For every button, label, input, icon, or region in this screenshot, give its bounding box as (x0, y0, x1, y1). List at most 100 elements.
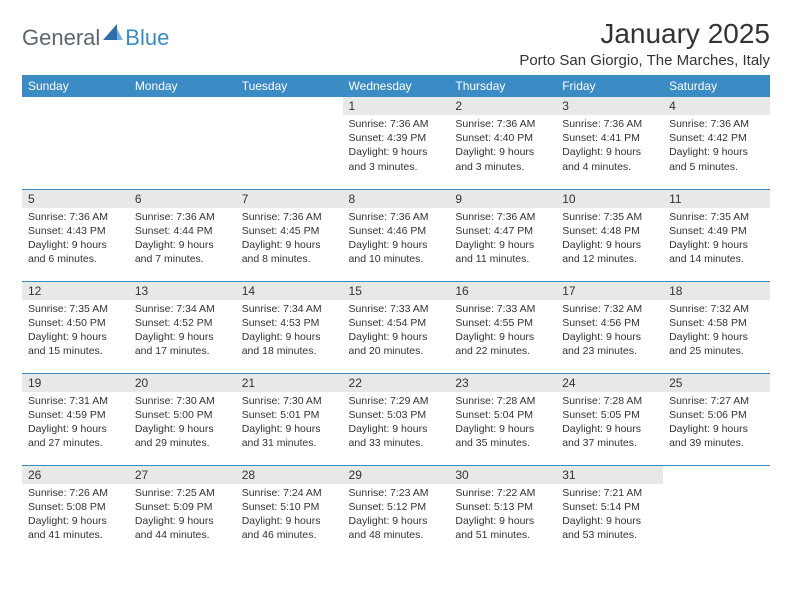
day-detail-line: Sunset: 4:59 PM (28, 408, 123, 422)
day-number: 26 (22, 466, 129, 484)
logo: General Blue (22, 24, 169, 52)
day-detail-line: Daylight: 9 hours (242, 238, 337, 252)
calendar-table: Sunday Monday Tuesday Wednesday Thursday… (22, 75, 770, 557)
calendar-day-cell: 9Sunrise: 7:36 AMSunset: 4:47 PMDaylight… (449, 189, 556, 281)
day-detail-line: Daylight: 9 hours (455, 514, 550, 528)
day-detail-line: Sunrise: 7:36 AM (28, 210, 123, 224)
weekday-header-row: Sunday Monday Tuesday Wednesday Thursday… (22, 75, 770, 97)
day-number: 30 (449, 466, 556, 484)
calendar-day-cell: 19Sunrise: 7:31 AMSunset: 4:59 PMDayligh… (22, 373, 129, 465)
day-detail-line: and 12 minutes. (562, 252, 657, 266)
day-detail-line: Daylight: 9 hours (669, 145, 764, 159)
day-detail-line: and 37 minutes. (562, 436, 657, 450)
day-detail-line: Daylight: 9 hours (669, 422, 764, 436)
day-details: Sunrise: 7:34 AMSunset: 4:52 PMDaylight:… (129, 300, 236, 363)
calendar-day-cell (236, 97, 343, 189)
day-details: Sunrise: 7:33 AMSunset: 4:54 PMDaylight:… (343, 300, 450, 363)
day-detail-line: Sunrise: 7:28 AM (455, 394, 550, 408)
day-details (236, 101, 343, 107)
day-detail-line: Sunrise: 7:34 AM (242, 302, 337, 316)
day-detail-line: Sunset: 4:49 PM (669, 224, 764, 238)
day-detail-line: Sunrise: 7:25 AM (135, 486, 230, 500)
day-detail-line: Sunset: 4:54 PM (349, 316, 444, 330)
day-detail-line: Sunrise: 7:35 AM (28, 302, 123, 316)
day-number: 14 (236, 282, 343, 300)
day-detail-line: Sunset: 4:58 PM (669, 316, 764, 330)
calendar-day-cell: 28Sunrise: 7:24 AMSunset: 5:10 PMDayligh… (236, 465, 343, 557)
day-detail-line: Sunrise: 7:29 AM (349, 394, 444, 408)
calendar-day-cell: 29Sunrise: 7:23 AMSunset: 5:12 PMDayligh… (343, 465, 450, 557)
calendar-day-cell: 17Sunrise: 7:32 AMSunset: 4:56 PMDayligh… (556, 281, 663, 373)
day-detail-line: and 46 minutes. (242, 528, 337, 542)
day-details: Sunrise: 7:30 AMSunset: 5:00 PMDaylight:… (129, 392, 236, 455)
day-detail-line: Daylight: 9 hours (242, 514, 337, 528)
day-number: 31 (556, 466, 663, 484)
day-detail-line: and 44 minutes. (135, 528, 230, 542)
day-detail-line: Sunset: 4:39 PM (349, 131, 444, 145)
day-details: Sunrise: 7:35 AMSunset: 4:50 PMDaylight:… (22, 300, 129, 363)
day-detail-line: Sunset: 5:13 PM (455, 500, 550, 514)
day-detail-line: Sunset: 4:45 PM (242, 224, 337, 238)
day-detail-line: Sunrise: 7:36 AM (455, 210, 550, 224)
day-number: 1 (343, 97, 450, 115)
location-label: Porto San Giorgio, The Marches, Italy (519, 52, 770, 69)
day-detail-line: Sunset: 5:03 PM (349, 408, 444, 422)
day-detail-line: Daylight: 9 hours (242, 422, 337, 436)
day-detail-line: and 18 minutes. (242, 344, 337, 358)
calendar-week-row: 12Sunrise: 7:35 AMSunset: 4:50 PMDayligh… (22, 281, 770, 373)
day-number: 18 (663, 282, 770, 300)
day-detail-line: and 33 minutes. (349, 436, 444, 450)
day-detail-line: Sunset: 5:04 PM (455, 408, 550, 422)
calendar-day-cell: 22Sunrise: 7:29 AMSunset: 5:03 PMDayligh… (343, 373, 450, 465)
day-detail-line: and 14 minutes. (669, 252, 764, 266)
calendar-day-cell: 21Sunrise: 7:30 AMSunset: 5:01 PMDayligh… (236, 373, 343, 465)
day-details: Sunrise: 7:31 AMSunset: 4:59 PMDaylight:… (22, 392, 129, 455)
day-detail-line: Daylight: 9 hours (349, 330, 444, 344)
calendar-day-cell: 15Sunrise: 7:33 AMSunset: 4:54 PMDayligh… (343, 281, 450, 373)
day-detail-line: Sunset: 4:42 PM (669, 131, 764, 145)
day-detail-line: Sunrise: 7:35 AM (669, 210, 764, 224)
day-detail-line: Sunset: 4:55 PM (455, 316, 550, 330)
day-details: Sunrise: 7:23 AMSunset: 5:12 PMDaylight:… (343, 484, 450, 547)
calendar-day-cell: 25Sunrise: 7:27 AMSunset: 5:06 PMDayligh… (663, 373, 770, 465)
day-detail-line: and 11 minutes. (455, 252, 550, 266)
day-detail-line: Daylight: 9 hours (455, 145, 550, 159)
day-detail-line: Sunrise: 7:30 AM (135, 394, 230, 408)
day-details: Sunrise: 7:28 AMSunset: 5:04 PMDaylight:… (449, 392, 556, 455)
day-detail-line: and 8 minutes. (242, 252, 337, 266)
weekday-header: Sunday (22, 75, 129, 97)
day-number: 28 (236, 466, 343, 484)
title-block: January 2025 Porto San Giorgio, The Marc… (519, 18, 770, 69)
day-detail-line: and 7 minutes. (135, 252, 230, 266)
day-number: 9 (449, 190, 556, 208)
day-detail-line: Daylight: 9 hours (28, 422, 123, 436)
day-number: 7 (236, 190, 343, 208)
day-detail-line: and 10 minutes. (349, 252, 444, 266)
weekday-header: Monday (129, 75, 236, 97)
day-detail-line: Daylight: 9 hours (135, 238, 230, 252)
day-number: 2 (449, 97, 556, 115)
day-detail-line: Sunrise: 7:22 AM (455, 486, 550, 500)
day-details: Sunrise: 7:36 AMSunset: 4:41 PMDaylight:… (556, 115, 663, 178)
day-detail-line: Daylight: 9 hours (349, 514, 444, 528)
day-number: 4 (663, 97, 770, 115)
day-number: 22 (343, 374, 450, 392)
day-number: 6 (129, 190, 236, 208)
day-number: 17 (556, 282, 663, 300)
day-detail-line: Sunset: 5:06 PM (669, 408, 764, 422)
calendar-day-cell (129, 97, 236, 189)
day-details (129, 101, 236, 107)
day-detail-line: and 23 minutes. (562, 344, 657, 358)
calendar-day-cell: 23Sunrise: 7:28 AMSunset: 5:04 PMDayligh… (449, 373, 556, 465)
day-detail-line: Sunrise: 7:36 AM (669, 117, 764, 131)
day-details: Sunrise: 7:35 AMSunset: 4:48 PMDaylight:… (556, 208, 663, 271)
day-detail-line: Sunset: 5:09 PM (135, 500, 230, 514)
calendar-day-cell: 3Sunrise: 7:36 AMSunset: 4:41 PMDaylight… (556, 97, 663, 189)
day-detail-line: Sunrise: 7:30 AM (242, 394, 337, 408)
calendar-day-cell: 18Sunrise: 7:32 AMSunset: 4:58 PMDayligh… (663, 281, 770, 373)
day-detail-line: and 3 minutes. (455, 160, 550, 174)
day-detail-line: Sunrise: 7:36 AM (135, 210, 230, 224)
calendar-day-cell: 26Sunrise: 7:26 AMSunset: 5:08 PMDayligh… (22, 465, 129, 557)
day-detail-line: Sunset: 4:44 PM (135, 224, 230, 238)
calendar-day-cell: 13Sunrise: 7:34 AMSunset: 4:52 PMDayligh… (129, 281, 236, 373)
